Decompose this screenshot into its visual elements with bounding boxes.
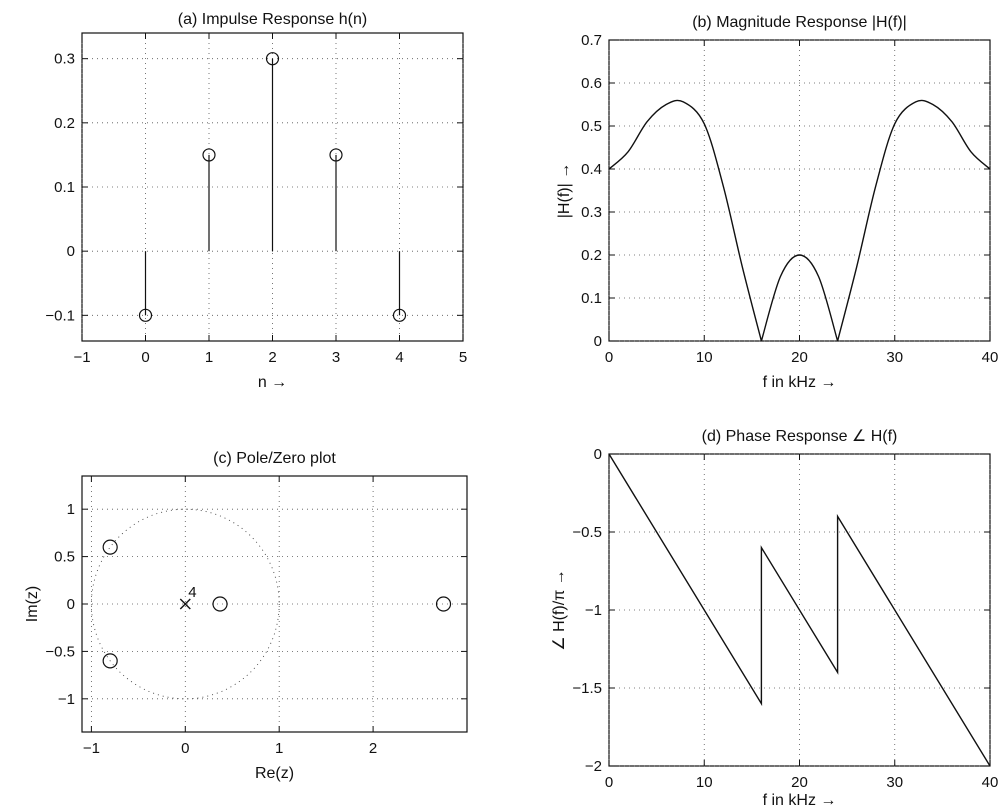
magnitude-curve <box>608 99 763 342</box>
impulse-response-y-tick-label: 0.3 <box>54 51 75 68</box>
magnitude-response-y-tick-label: 0.4 <box>581 161 602 178</box>
pole-zero-panel: −1 0 1 2 −1 −0.5 0 0.5 1 (c) Pole/Zero plot Re(z… <box>24 450 468 782</box>
pole-zero-marks <box>90 508 452 700</box>
pole-zero-y-tick-label: −1 <box>58 691 75 708</box>
impulse-response-y-tick-label: 0.2 <box>54 115 75 132</box>
pole-zero-x-tick-label: −1 <box>83 740 100 757</box>
pole-multiplicity-label: 4 <box>188 584 196 601</box>
phase-response-x-tick-label: 20 <box>791 774 808 791</box>
impulse-response-x-tick-label: 5 <box>459 349 467 366</box>
phase-response-title: (d) Phase Response ∠ H(f) <box>702 428 898 445</box>
magnitude-response-grid <box>608 39 991 342</box>
pole-zero-y-label: Im(z) <box>24 586 41 622</box>
pole-zero-ticks: −1 0 1 2 −1 −0.5 0 0.5 1 <box>45 476 467 757</box>
magnitude-response-y-tick-label: 0.6 <box>581 75 602 92</box>
phase-response-y-tick-label: −2 <box>585 758 602 775</box>
magnitude-response-y-tick-label: 0.3 <box>581 204 602 221</box>
pole-zero-x-tick-label: 1 <box>275 740 283 757</box>
zero-marker <box>102 653 118 669</box>
pole-zero-x-label: Re(z) <box>255 765 294 782</box>
phase-response-y-label: ∠ H(f)/π → <box>551 569 568 650</box>
pole-zero-y-tick-label: 0 <box>67 596 75 613</box>
magnitude-response-y-label: |H(f)| → <box>556 163 573 218</box>
impulse-sample-marker <box>138 308 153 322</box>
impulse-response-ticks: −1 0 1 2 3 4 5 −0.1 0 0.1 0.2 0.3 <box>45 33 467 366</box>
impulse-response-x-tick-label: 1 <box>205 349 213 366</box>
phase-response-x-tick-label: 0 <box>605 774 613 791</box>
phase-response-x-label: f in kHz → <box>763 792 837 809</box>
phase-response-ticks: 0 10 20 30 40 −2 −1.5 −1 −0.5 0 <box>572 446 998 791</box>
pole-zero-x-tick-label: 2 <box>369 740 377 757</box>
impulse-response-x-label: n → <box>258 374 287 391</box>
magnitude-response-x-tick-label: 0 <box>605 349 613 366</box>
magnitude-response-y-tick-label: 0.5 <box>581 118 602 135</box>
impulse-sample-marker <box>392 308 407 322</box>
magnitude-response-y-tick-label: 0.2 <box>581 247 602 264</box>
zero-marker <box>435 596 452 612</box>
magnitude-response-x-tick-label: 20 <box>791 349 808 366</box>
phase-response-x-tick-label: 40 <box>982 774 999 791</box>
pole-zero-y-tick-label: 1 <box>67 501 75 518</box>
phase-response-y-tick-label: −1 <box>585 602 602 619</box>
magnitude-response-x-tick-label: 10 <box>696 349 713 366</box>
magnitude-response-y-tick-label: 0.7 <box>581 32 602 49</box>
magnitude-response-title: (b) Magnitude Response |H(f)| <box>692 14 907 31</box>
magnitude-curve <box>760 254 839 342</box>
impulse-sample-marker <box>265 52 280 66</box>
impulse-response-y-tick-label: −0.1 <box>45 307 75 324</box>
impulse-response-marks <box>138 52 407 322</box>
impulse-response-x-tick-label: 2 <box>268 349 276 366</box>
phase-response-panel: 0 10 20 30 40 −2 −1.5 −1 −0.5 0 (d) Phase Respons… <box>551 428 998 809</box>
phase-response-x-tick-label: 10 <box>696 774 713 791</box>
impulse-response-title: (a) Impulse Response h(n) <box>178 11 367 28</box>
pole-zero-y-tick-label: 0.5 <box>54 549 75 566</box>
pole-zero-axes-box <box>81 475 468 733</box>
magnitude-response-ticks: 0 10 20 30 40 0 0.1 0.2 0.3 0.4 0.5 0.6 0.7 <box>581 32 998 366</box>
magnitude-response-marks <box>608 99 991 342</box>
phase-response-marks <box>608 453 991 767</box>
zero-marker <box>102 539 118 555</box>
pole-zero-x-tick-label: 0 <box>181 740 189 757</box>
impulse-response-y-tick-label: 0 <box>67 243 75 260</box>
magnitude-response-y-tick-label: 0.1 <box>581 290 602 307</box>
pole-zero-title: (c) Pole/Zero plot <box>213 450 336 467</box>
impulse-response-panel: −1 0 1 2 3 4 5 −0.1 0 0.1 0.2 0.3 (a) Impulse Respo… <box>45 11 467 391</box>
phase-response-y-tick-label: 0 <box>594 446 602 463</box>
impulse-sample-marker <box>329 148 343 162</box>
pole-marker <box>179 598 191 610</box>
magnitude-curve <box>836 99 991 342</box>
magnitude-response-x-tick-label: 40 <box>982 349 999 366</box>
pole-zero-y-tick-label: −0.5 <box>45 643 75 660</box>
impulse-response-y-tick-label: 0.1 <box>54 179 75 196</box>
impulse-response-x-tick-label: 0 <box>141 349 149 366</box>
magnitude-response-x-label: f in kHz → <box>763 374 837 391</box>
zero-marker <box>212 596 228 612</box>
impulse-response-x-tick-label: 3 <box>332 349 340 366</box>
phase-response-y-tick-label: −1.5 <box>572 680 602 697</box>
phase-curve <box>608 453 991 767</box>
impulse-response-x-tick-label: 4 <box>395 349 403 366</box>
magnitude-response-panel: 0 10 20 30 40 0 0.1 0.2 0.3 0.4 0.5 0.6 0.7 (b) Magn… <box>556 14 998 391</box>
phase-response-y-tick-label: −0.5 <box>572 524 602 541</box>
phase-response-x-tick-label: 30 <box>886 774 903 791</box>
impulse-response-x-tick-label: −1 <box>73 349 90 366</box>
magnitude-response-y-tick-label: 0 <box>594 333 602 350</box>
magnitude-response-x-tick-label: 30 <box>886 349 903 366</box>
pole-zero-grid <box>82 476 467 732</box>
impulse-sample-marker <box>202 148 216 162</box>
unit-circle <box>90 508 280 700</box>
